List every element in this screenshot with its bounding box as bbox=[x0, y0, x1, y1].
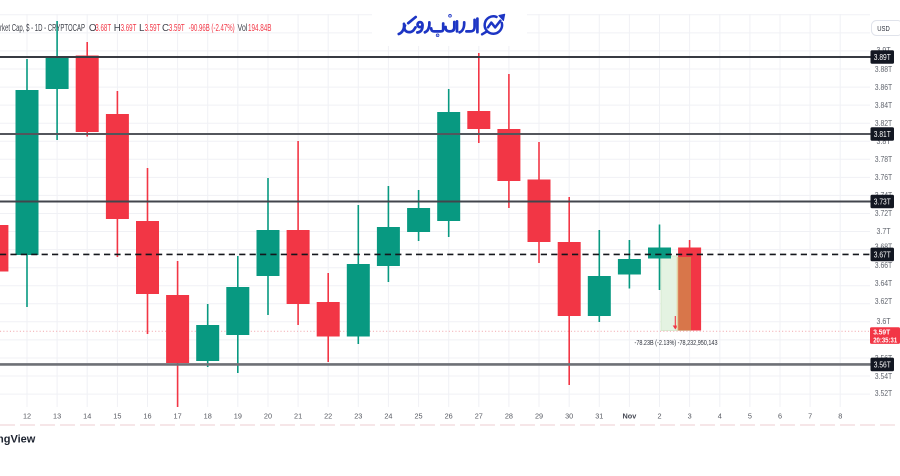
svg-text:8: 8 bbox=[838, 411, 842, 420]
svg-text:23: 23 bbox=[354, 411, 362, 420]
svg-text:16: 16 bbox=[143, 411, 151, 420]
svg-text:5: 5 bbox=[748, 411, 752, 420]
svg-text:3.54T: 3.54T bbox=[875, 372, 893, 381]
svg-text:7: 7 bbox=[808, 411, 812, 420]
svg-text:3.64T: 3.64T bbox=[875, 279, 893, 288]
svg-text:3.6T: 3.6T bbox=[877, 317, 891, 326]
svg-text:28: 28 bbox=[505, 411, 513, 420]
svg-text:3.72T: 3.72T bbox=[875, 209, 893, 218]
svg-text:-90.96B (-2.47%): -90.96B (-2.47%) bbox=[189, 23, 235, 34]
svg-text:3.67T: 3.67T bbox=[874, 250, 891, 259]
svg-text:3.84T: 3.84T bbox=[875, 101, 893, 110]
svg-text:3.73T: 3.73T bbox=[874, 197, 891, 206]
svg-text:22: 22 bbox=[324, 411, 332, 420]
svg-text:3.52T: 3.52T bbox=[875, 389, 893, 398]
svg-text:Nov: Nov bbox=[623, 411, 638, 420]
svg-text:13: 13 bbox=[53, 411, 61, 420]
svg-text:3.69T: 3.69T bbox=[121, 23, 137, 34]
svg-text:3: 3 bbox=[688, 411, 692, 420]
svg-text:3.68T: 3.68T bbox=[95, 23, 111, 34]
svg-text:rket Cap, $ - 1D - CRYPTOCAP: rket Cap, $ - 1D - CRYPTOCAP bbox=[0, 23, 85, 34]
svg-text:3.7T: 3.7T bbox=[877, 227, 891, 236]
svg-text:3.76T: 3.76T bbox=[875, 173, 893, 182]
svg-text:3.56T: 3.56T bbox=[874, 360, 891, 369]
svg-text:ngView: ngView bbox=[0, 434, 36, 446]
svg-text:4: 4 bbox=[718, 411, 722, 420]
svg-text:31: 31 bbox=[595, 411, 603, 420]
svg-text:3.62T: 3.62T bbox=[875, 297, 893, 306]
svg-text:25: 25 bbox=[414, 411, 422, 420]
svg-text:27: 27 bbox=[475, 411, 483, 420]
svg-text:26: 26 bbox=[445, 411, 453, 420]
svg-text:3.89T: 3.89T bbox=[874, 53, 891, 62]
svg-text:17: 17 bbox=[174, 411, 182, 420]
svg-text:19: 19 bbox=[234, 411, 242, 420]
svg-text:21: 21 bbox=[294, 411, 302, 420]
svg-text:20:35:31: 20:35:31 bbox=[873, 335, 897, 344]
svg-text:3.78T: 3.78T bbox=[875, 155, 893, 164]
svg-text:20: 20 bbox=[264, 411, 272, 420]
svg-text:Vol: Vol bbox=[238, 23, 248, 34]
svg-text:18: 18 bbox=[204, 411, 212, 420]
svg-text:3.59T: 3.59T bbox=[169, 23, 185, 34]
svg-text:USD: USD bbox=[877, 24, 890, 33]
svg-text:-78.23B (-2.13%) -78,232,950,1: -78.23B (-2.13%) -78,232,950,143 bbox=[635, 338, 718, 347]
svg-text:15: 15 bbox=[113, 411, 121, 420]
svg-text:3.66T: 3.66T bbox=[875, 261, 893, 270]
svg-text:3.82T: 3.82T bbox=[875, 119, 893, 128]
svg-text:14: 14 bbox=[83, 411, 91, 420]
svg-text:29: 29 bbox=[535, 411, 543, 420]
svg-text:2: 2 bbox=[657, 411, 661, 420]
svg-text:12: 12 bbox=[23, 411, 31, 420]
svg-text:24: 24 bbox=[384, 411, 392, 420]
svg-text:30: 30 bbox=[565, 411, 573, 420]
svg-text:6: 6 bbox=[778, 411, 782, 420]
svg-text:3.86T: 3.86T bbox=[875, 83, 893, 92]
svg-text:194.84B: 194.84B bbox=[248, 23, 272, 34]
svg-text:3.59T: 3.59T bbox=[145, 23, 161, 34]
svg-text:3.88T: 3.88T bbox=[875, 65, 893, 74]
svg-text:3.81T: 3.81T bbox=[874, 130, 891, 139]
